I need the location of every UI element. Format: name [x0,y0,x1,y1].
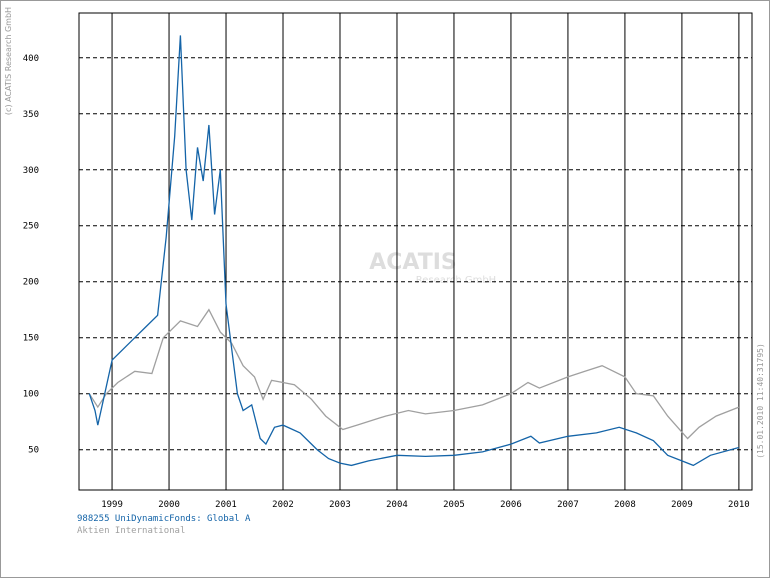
x-tick-label: 2001 [215,500,237,510]
y-tick-label: 150 [23,334,39,344]
x-tick-label: 2010 [728,500,750,510]
x-tick-label: 2005 [443,500,465,510]
plot-area [78,12,753,491]
watermark-sub: Research GmbH [416,275,496,286]
copyright: (c) ACATIS Research GmbH [4,7,13,115]
x-tick-label: 2007 [557,500,579,510]
legend-entry: Aktien International [77,526,185,536]
x-tick-label: 2006 [500,500,522,510]
x-tick-label: 2004 [386,500,408,510]
y-tick-label: 50 [28,446,39,456]
y-tick-label: 100 [23,390,39,400]
series-line [88,308,740,440]
y-tick-label: 200 [23,278,39,288]
x-tick-label: 2003 [329,500,351,510]
y-tick-label: 350 [23,110,39,120]
y-tick-label: 300 [23,166,39,176]
timestamp: (15.01.2010 11:40:31795) [756,343,765,459]
x-tick-label: 2000 [158,500,180,510]
y-tick-label: 400 [23,54,39,64]
x-tick-label: 2009 [671,500,693,510]
x-tick-label: 2008 [614,500,636,510]
x-tick-label: 1999 [101,500,123,510]
x-tick-label: 2002 [272,500,294,510]
legend-entry: 988255 UniDynamicFonds: Global A [77,514,251,524]
series-line [88,35,740,467]
y-tick-label: 250 [23,222,39,232]
watermark: ACATIS [369,250,457,275]
